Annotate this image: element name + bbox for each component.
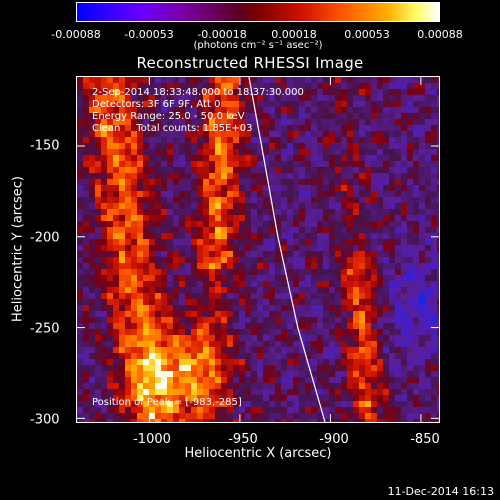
annotation-time-range: 2-Sep-2014 18:33:48.000 to 18:37:30.000 (92, 87, 304, 98)
y-tick-label: -300 (30, 412, 60, 428)
heatmap-svg (77, 77, 439, 422)
colorbar (76, 2, 440, 22)
annotation-energy-range: Energy Range: 25.0 - 50.0 keV (92, 111, 245, 122)
annotation-peak-position: Position of Peak = [-983,-285] (92, 397, 242, 408)
image-plot-area (76, 76, 440, 423)
image-pixels (77, 77, 439, 422)
y-tick-label: -200 (30, 230, 60, 246)
colorbar-tick-label: -0.00053 (124, 28, 174, 41)
x-tick-label: -1000 (133, 432, 171, 447)
colorbar-tick-label: -0.00018 (197, 28, 247, 41)
x-tick-label: -900 (319, 432, 349, 447)
colorbar-tick-label: 0.00053 (344, 28, 390, 41)
x-axis-label: Heliocentric X (arcsec) (184, 446, 332, 461)
solar-limb-curve (248, 77, 326, 422)
colorbar-tick-label: 0.00088 (417, 28, 463, 41)
annotation-clean-counts: Clean Total counts: 1.85E+03 (92, 123, 253, 134)
footer-date: 11-Dec-2014 16:13 (387, 485, 494, 498)
x-tick-label: -850 (410, 432, 440, 447)
colorbar-tick-label: 0.00018 (271, 28, 317, 41)
colorbar-unit-label: (photons cm⁻² s⁻¹ asec⁻²) (193, 40, 323, 51)
x-tick-label: -950 (228, 432, 258, 447)
annotation-detectors: Detectors: 3F 6F 9F, Att 0 (92, 99, 221, 110)
y-tick-label: -250 (30, 321, 60, 337)
y-tick-label: -150 (30, 138, 60, 154)
y-axis-label: Heliocentric Y (arcsec) (10, 176, 26, 322)
plot-title: Reconstructed RHESSI Image (136, 54, 364, 72)
colorbar-tick-label: -0.00088 (51, 28, 101, 41)
